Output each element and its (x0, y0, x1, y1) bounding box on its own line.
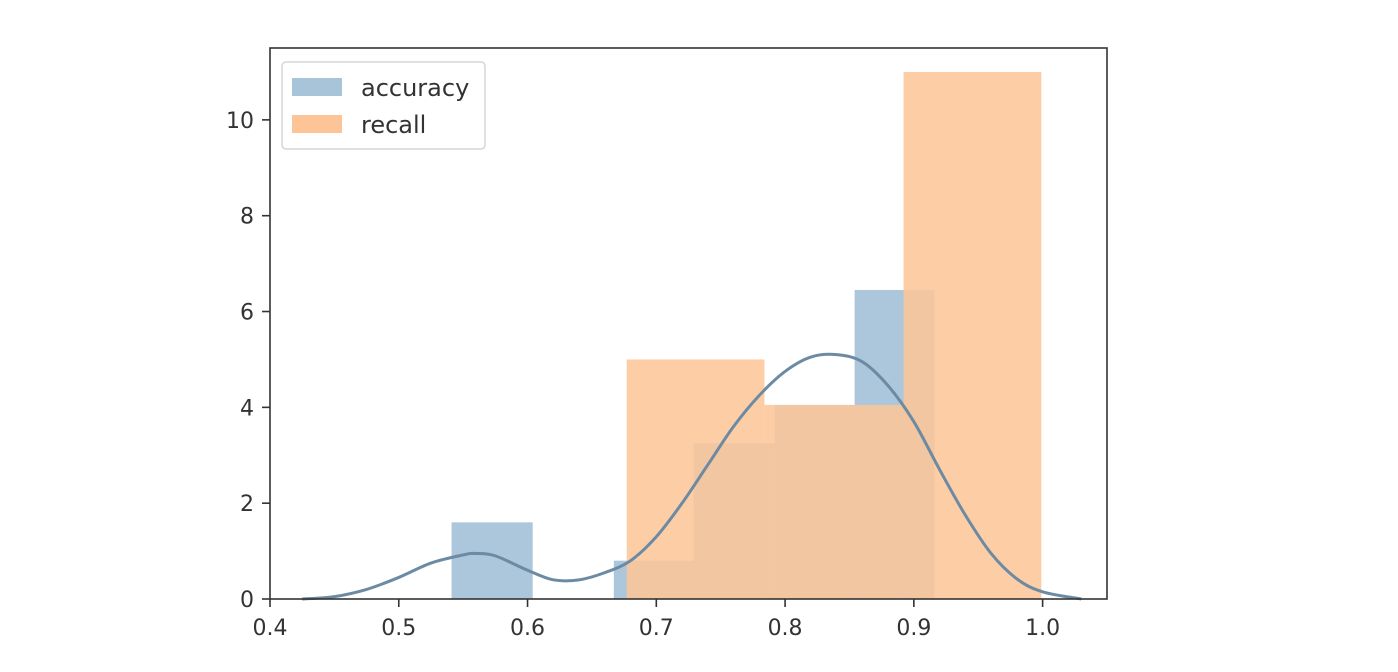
recall-bars (626, 71, 1042, 599)
legend-swatch-recall (292, 115, 342, 133)
x-tick-label-5: 0.9 (896, 616, 931, 641)
y-tick-label-5: 10 (226, 109, 254, 134)
y-tick-label-0: 0 (240, 588, 254, 613)
accuracy-kde-line (302, 352, 1082, 601)
x-tick-label-6: 1.0 (1025, 616, 1060, 641)
legend: accuracy recall (281, 61, 486, 150)
legend-label-accuracy: accuracy (361, 74, 469, 102)
y-tick-label-4: 8 (240, 205, 254, 230)
x-axis: 0.4 0.5 0.6 0.7 0.8 0.9 1.0 (253, 599, 1060, 641)
bar-accuracy-0 (451, 522, 533, 599)
x-tick-label-1: 0.5 (381, 616, 416, 641)
y-axis: 0 2 4 6 8 10 (226, 109, 270, 613)
legend-label-recall: recall (361, 111, 426, 139)
axes-frame (269, 47, 1108, 600)
x-tick-label-3: 0.7 (639, 616, 674, 641)
bar-recall-2 (903, 71, 1042, 599)
x-tick-label-2: 0.6 (510, 616, 545, 641)
bar-recall-0 (626, 359, 765, 599)
legend-swatch-accuracy (292, 78, 342, 96)
x-tick-label-4: 0.8 (768, 616, 803, 641)
bar-recall-1 (764, 404, 904, 599)
y-tick-label-2: 4 (240, 396, 254, 421)
y-tick-label-3: 6 (240, 301, 254, 326)
x-tick-label-0: 0.4 (253, 616, 288, 641)
y-tick-label-1: 2 (240, 492, 254, 517)
